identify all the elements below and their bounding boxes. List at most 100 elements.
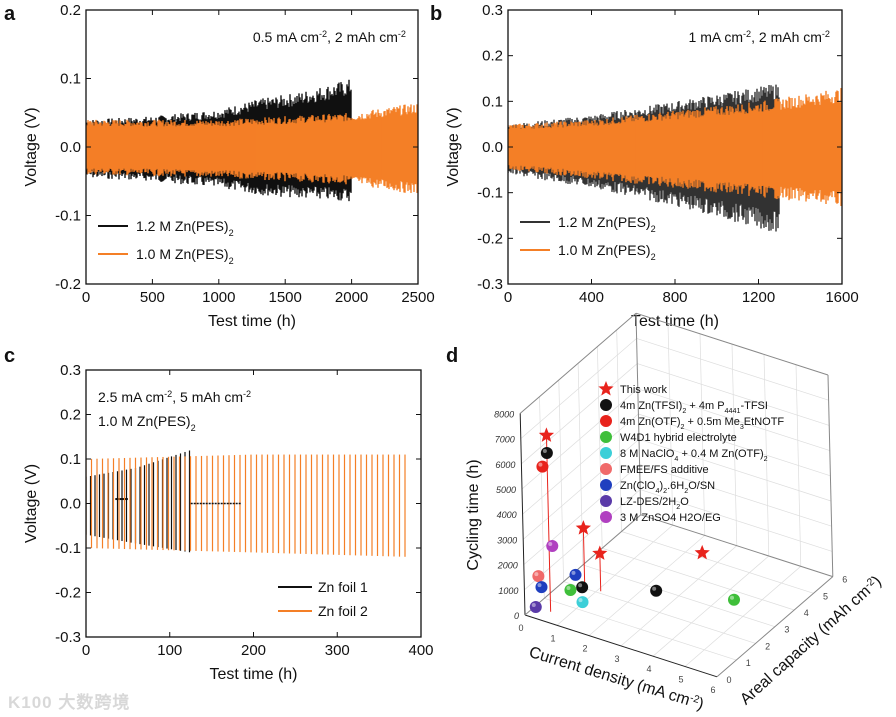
series-7 [529, 600, 542, 613]
z-axis-label: Cycling time (h) [465, 459, 482, 570]
legend-sphere-icon [600, 431, 612, 443]
legend-label-part: 4 [674, 455, 678, 463]
electrolyte-annotation: 1.0 M Zn(PES)2 [98, 413, 196, 433]
series-8 [546, 540, 559, 553]
legend-label: 3 M ZnSO4 H2O/EG [620, 512, 721, 524]
y-tick-label: 0.1 [482, 93, 503, 110]
y-tick-label: 0.0 [482, 139, 503, 156]
y-tick-label: -0.2 [477, 230, 503, 247]
data-point-sphere [576, 596, 589, 609]
sphere-highlight [534, 572, 539, 577]
x-tick-label: 0 [504, 289, 512, 306]
legend-sphere-icon [600, 479, 612, 491]
sphere-highlight [578, 583, 583, 588]
x-tick-label: 500 [140, 289, 165, 306]
x-tick-label: 100 [157, 642, 182, 659]
legend-label: 4m Zn(OTF)2 + 0.5m Me3EtNOTF [620, 416, 784, 431]
sphere-highlight [537, 583, 542, 588]
y-axis-label: Voltage (V) [445, 107, 462, 186]
y-tick-label: 0.0 [60, 139, 81, 156]
sphere-highlight [730, 595, 734, 600]
series-5 [532, 570, 545, 583]
data-point-star [694, 544, 710, 560]
legend-label-part: + 0.5m Me [684, 416, 739, 428]
legend-sphere-icon [600, 511, 612, 523]
legend-label-part: 4m Zn(TFSI) [620, 400, 682, 412]
legend-label-part: Zn(ClO [620, 480, 656, 492]
grid-line [637, 363, 830, 426]
panel-a: a 0 500 1000 1500 2000 2500 -0.2 -0.1 0.0 0.1 0.2 Te… [4, 2, 435, 330]
x-tick-label: 2 [582, 644, 587, 654]
z-tick-label: 1000 [498, 586, 518, 596]
x-tick-label: 1 [550, 633, 555, 643]
data-point-star [575, 520, 591, 535]
legend-label: LZ-DES/2H2O [620, 496, 689, 511]
data-point-sphere [546, 540, 559, 553]
stem-line [582, 528, 586, 587]
sphere-highlight [566, 585, 571, 590]
legend-label-part: 2 [676, 503, 680, 511]
x-tick-label: 5 [678, 675, 683, 685]
data-point-sphere [536, 460, 549, 473]
legend-label-part: 2 [229, 256, 234, 266]
legend-label: Zn(ClO4)2.6H2O/SN [620, 480, 715, 495]
legend-label-part: 2 [651, 224, 656, 234]
legend-label-part: 8 M NaClO [620, 448, 675, 460]
series-6 [535, 568, 582, 594]
watermark: K100 大数跨境 [8, 693, 131, 712]
grid-line [637, 388, 830, 451]
data-point-star [592, 545, 608, 560]
grid-line [640, 489, 833, 552]
legend-label-part: 2 [681, 423, 685, 431]
y-tick-label: -0.1 [55, 208, 81, 225]
grid-line [621, 531, 814, 594]
legend-label-part: Zn foil 2 [318, 603, 368, 619]
series-2 [536, 460, 549, 473]
x-tick-label: 0 [82, 642, 90, 659]
y-tick-label: 0.2 [60, 2, 81, 19]
legend-label-part: EtNOTF [744, 416, 785, 428]
electrolyte-annotation-part: 1.0 M Zn(PES) [98, 413, 191, 429]
legend-label: W4D1 hybrid electrolyte [620, 432, 737, 444]
x-tick-label: 1200 [742, 289, 775, 306]
legend-label-part: O/SN [688, 480, 715, 492]
data-point-sphere [569, 568, 582, 581]
legend-star-icon [598, 381, 614, 396]
y-tick-label: 0.3 [482, 2, 503, 19]
y-tick-label: -0.3 [55, 629, 81, 646]
condition-annotation-part: , 2 mAh cm [327, 29, 398, 45]
condition-annotation: 1 mA cm-2, 2 mAh cm-2 [689, 29, 830, 45]
condition-annotation: 0.5 mA cm-2, 2 mAh cm-2 [253, 29, 406, 45]
condition-annotation-part: -2 [822, 29, 830, 39]
axis-box-edge [640, 514, 833, 578]
legend-sphere-icon [600, 463, 612, 475]
x-axis-label: Test time (h) [631, 313, 719, 330]
stem-line [599, 553, 602, 592]
axis-box-edge [524, 514, 642, 616]
condition-annotation-part: 0.5 mA cm [253, 29, 319, 45]
x-tick-label: 800 [662, 289, 687, 306]
legend-label: Zn foil 1 [318, 579, 368, 595]
sphere-highlight [531, 602, 536, 607]
y-tick-label: 0 [726, 675, 731, 685]
x-tick-label: 200 [241, 642, 266, 659]
panel-b: b 0 400 800 1200 1600 -0.3 -0.2 -0.1 0.0 0.1 0.2 0.3… [430, 2, 859, 330]
x-tick-label: 4 [646, 664, 651, 674]
y-axis-label: Voltage (V) [23, 464, 40, 543]
x-tick-label: 0 [518, 623, 523, 633]
legend-label: 1.2 M Zn(PES)2 [558, 214, 656, 234]
sphere-highlight [571, 570, 576, 575]
legend-label: 8 M NaClO4 + 0.4 M Zn(OTF)2 [620, 448, 768, 463]
legend-label: This work [620, 384, 668, 396]
x-tick-label: 2000 [335, 289, 368, 306]
data-point-sphere [535, 581, 548, 594]
legend-label-part: 4441 [725, 407, 741, 415]
legend-label-part: 3 [740, 423, 744, 431]
series-zn-foil-2 [86, 454, 406, 557]
panel-c: c 0 100 200 300 400 -0.3 -0.2 -0.1 0.0 0.1 0.2 0.3 Te… [4, 345, 434, 683]
sphere-highlight [652, 586, 657, 591]
legend-label-part: 4m Zn(OTF) [620, 416, 681, 428]
data-point-sphere [564, 583, 577, 596]
